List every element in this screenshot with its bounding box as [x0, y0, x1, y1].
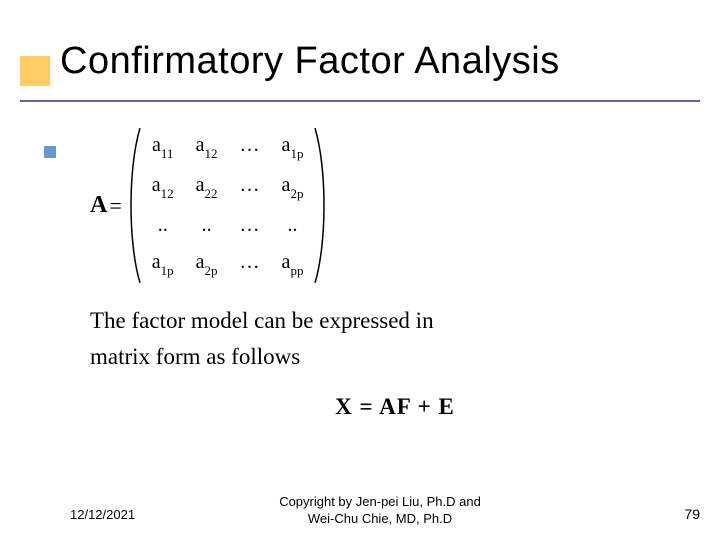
matrix-body: a11 a12 … a1p a12 a22 … a2p.... ….. a1p a2p … app — [144, 126, 312, 285]
matrix-parens: a11 a12 … a1p a12 a22 … a2p.... ….. a1p a2p … app — [126, 126, 330, 285]
matrix-cell: a22 — [196, 174, 218, 200]
footer-copyright: Copyright by Jen-pei Liu, Ph.D and Wei-C… — [250, 494, 510, 528]
title-accent-block — [20, 56, 50, 86]
matrix-cell: a1p — [282, 134, 304, 160]
bullet-accent — [44, 146, 56, 158]
matrix-cell: a11 — [152, 134, 174, 160]
slide-title: Confirmatory Factor Analysis — [60, 40, 560, 83]
footer-page-number: 79 — [684, 506, 700, 522]
body-line-2: matrix form as follows — [90, 344, 300, 369]
matrix-cell: .. — [282, 214, 304, 237]
matrix-cell: … — [240, 251, 260, 277]
left-paren-icon — [126, 126, 144, 285]
right-paren-icon — [311, 126, 329, 285]
model-equation: X = AF + E — [160, 394, 630, 420]
matrix-cell: a1p — [152, 251, 174, 277]
title-underline — [20, 100, 700, 102]
body-text: The factor model can be expressed in mat… — [90, 303, 630, 374]
slide-content: A = a11 a12 … a1p a12 a22 … a2p.... ….. a1p a2p … ap… — [90, 126, 630, 420]
copyright-line-1: Copyright by Jen-pei Liu, Ph.D and — [279, 494, 481, 509]
matrix-cell: a2p — [196, 251, 218, 277]
matrix-cell: a12 — [152, 174, 174, 200]
matrix-cell: a2p — [282, 174, 304, 200]
matrix-label: A — [90, 192, 107, 219]
matrix-cell: a12 — [196, 134, 218, 160]
copyright-line-2: Wei-Chu Chie, MD, Ph.D — [308, 511, 452, 526]
matrix-cell: … — [240, 214, 260, 237]
matrix-cell: .. — [152, 214, 174, 237]
matrix-cell: app — [282, 251, 304, 277]
matrix-cell: .. — [196, 214, 218, 237]
matrix-cell: … — [240, 134, 260, 160]
matrix-cell: … — [240, 174, 260, 200]
matrix-definition: A = a11 a12 … a1p a12 a22 … a2p.... ….. a1p a2p … ap… — [90, 126, 630, 285]
body-line-1: The factor model can be expressed in — [90, 308, 434, 333]
equals-sign: = — [109, 193, 121, 219]
footer-date: 12/12/2021 — [70, 507, 135, 522]
